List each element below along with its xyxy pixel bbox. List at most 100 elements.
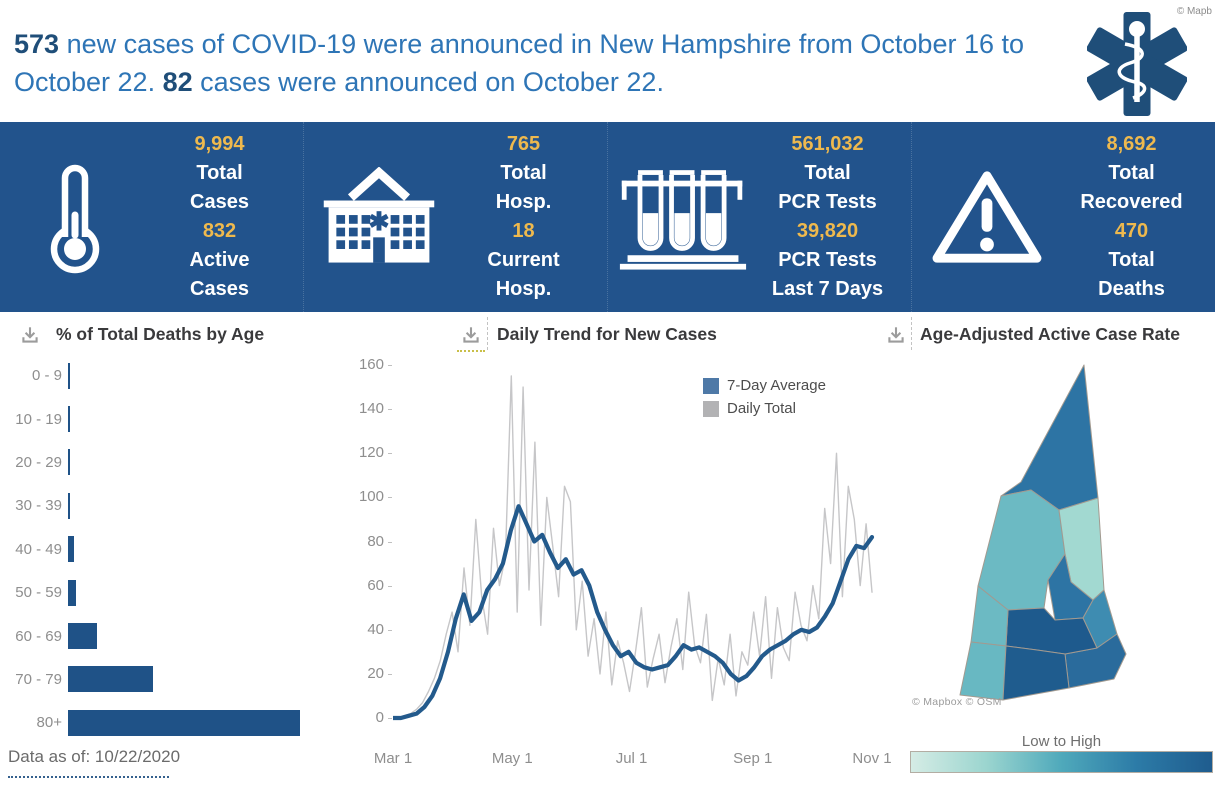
y-axis-tick-label: 80 bbox=[367, 532, 384, 550]
legend-item-7day-average[interactable]: 7-Day Average bbox=[703, 374, 826, 397]
data-as-of-label: Data as of: 10/22/2020 bbox=[8, 747, 181, 766]
headline-text-2: cases were announced on October 22. bbox=[192, 67, 664, 97]
legend-item-daily-total[interactable]: Daily Total bbox=[703, 397, 826, 420]
total-pcr-label-2: PCR Tests bbox=[778, 191, 877, 213]
headline-today-count: 82 bbox=[162, 67, 193, 97]
bar-track bbox=[68, 406, 330, 433]
y-axis-tick-label: 160 bbox=[358, 356, 384, 373]
star-of-life-icon bbox=[1086, 8, 1188, 120]
trend-line-chart[interactable] bbox=[393, 361, 875, 721]
total-cases-label-1: Total bbox=[196, 162, 243, 184]
stat-text-cases: 9,994 Total Cases 832 Active Cases bbox=[150, 130, 303, 304]
age-group-label: 0 - 9 bbox=[31, 367, 62, 385]
bar-track bbox=[68, 492, 330, 519]
age-group-label: 20 - 29 bbox=[15, 453, 62, 471]
y-axis-tick-label: 140 bbox=[358, 400, 384, 418]
x-axis-tick-label: May 1 bbox=[491, 750, 533, 767]
county-coos[interactable] bbox=[1000, 364, 1099, 511]
legend-swatch-7day-average bbox=[703, 377, 719, 394]
trend-chart-title: Daily Trend for New Cases bbox=[497, 324, 717, 344]
total-pcr-label-1: Total bbox=[804, 162, 851, 184]
legend-label-daily-total: Daily Total bbox=[727, 400, 796, 417]
y-axis-tick-label: 20 bbox=[367, 664, 384, 682]
total-deaths-label-1: Total bbox=[1108, 249, 1155, 271]
x-axis-tick-label: Nov 1 bbox=[852, 750, 892, 767]
deaths-bar[interactable] bbox=[68, 536, 75, 563]
map-attribution: © Mapbox © OSM bbox=[912, 696, 1002, 708]
panel-divider-dots bbox=[487, 317, 488, 350]
trend-legend: 7-Day Average Daily Total bbox=[703, 374, 826, 420]
series-daily-total[interactable] bbox=[393, 375, 873, 719]
download-icon bbox=[888, 327, 904, 343]
deaths-bar[interactable] bbox=[68, 709, 301, 736]
bar-row: 0 - 9 bbox=[0, 354, 330, 397]
bar-row: 20 - 29 bbox=[0, 441, 330, 484]
bar-row: 60 - 69 bbox=[0, 614, 330, 657]
stat-text-recovered: 8,692 Total Recovered 470 Total Deaths bbox=[1062, 130, 1215, 304]
total-hosp-value: 765 bbox=[506, 133, 541, 155]
deaths-bar[interactable] bbox=[68, 666, 154, 693]
age-group-label: 50 - 59 bbox=[15, 584, 62, 602]
total-cases-value: 9,994 bbox=[194, 133, 245, 155]
y-axis-tick bbox=[388, 365, 392, 366]
download-icon bbox=[22, 327, 38, 343]
bar-row: 70 - 79 bbox=[0, 658, 330, 701]
deaths-chart-title: % of Total Deaths by Age bbox=[56, 324, 265, 344]
stat-tile-hospitalizations: 765 Total Hosp. 18 Current Hosp. bbox=[303, 122, 607, 312]
y-axis-tick-label: 100 bbox=[358, 488, 384, 506]
age-group-label: 80+ bbox=[36, 714, 62, 732]
y-axis-tick bbox=[388, 718, 392, 719]
bar-track bbox=[68, 666, 330, 693]
deaths-bar[interactable] bbox=[68, 492, 70, 519]
county-cheshire[interactable] bbox=[959, 641, 1007, 701]
y-axis-tick bbox=[388, 629, 392, 631]
map-legend-label: Low to High bbox=[1021, 733, 1102, 750]
series-7-day-average[interactable] bbox=[393, 504, 875, 721]
deaths-bar[interactable] bbox=[68, 406, 70, 433]
stat-band: 9,994 Total Cases 832 Active Cases bbox=[0, 122, 1215, 312]
deaths-bar[interactable] bbox=[68, 579, 76, 606]
y-axis-tick bbox=[388, 409, 392, 411]
download-button-trend-chart[interactable] bbox=[459, 324, 483, 348]
total-deaths-label-2: Deaths bbox=[1098, 278, 1165, 300]
nh-county-map[interactable] bbox=[950, 362, 1142, 707]
bar-track bbox=[68, 536, 330, 563]
bar-row: 10 - 19 bbox=[0, 397, 330, 440]
test-tubes-icon bbox=[608, 162, 758, 272]
y-axis-tick-label: 40 bbox=[367, 620, 384, 638]
age-group-label: 40 - 49 bbox=[15, 540, 62, 558]
pcr-7day-value: 39,820 bbox=[796, 220, 859, 242]
hospital-icon bbox=[304, 167, 454, 267]
y-axis-tick bbox=[388, 541, 392, 543]
stat-tile-cases: 9,994 Total Cases 832 Active Cases bbox=[0, 122, 303, 312]
total-pcr-value: 561,032 bbox=[791, 133, 864, 155]
download-button-deaths-chart[interactable] bbox=[18, 324, 42, 348]
bar-row: 40 - 49 bbox=[0, 528, 330, 571]
map-color-legend bbox=[910, 751, 1213, 773]
headline-new-cases-count: 573 bbox=[14, 29, 60, 59]
bar-row: 30 - 39 bbox=[0, 484, 330, 527]
bar-row: 50 - 59 bbox=[0, 571, 330, 614]
y-axis-tick-label: 0 bbox=[375, 709, 384, 726]
x-axis-tick-label: Sep 1 bbox=[733, 750, 773, 767]
active-cases-label-1: Active bbox=[189, 249, 250, 271]
total-recovered-value: 8,692 bbox=[1106, 133, 1157, 155]
download-button-map[interactable] bbox=[884, 324, 908, 348]
x-axis-tick-label: Jul 1 bbox=[615, 750, 648, 767]
age-group-label: 10 - 19 bbox=[15, 410, 62, 428]
map-title: Age-Adjusted Active Case Rate bbox=[920, 324, 1180, 344]
map-attribution-top: © Mapb bbox=[1176, 6, 1212, 17]
age-group-label: 70 - 79 bbox=[15, 670, 62, 688]
deaths-bar[interactable] bbox=[68, 362, 70, 389]
legend-label-7day-average: 7-Day Average bbox=[727, 377, 826, 394]
y-axis-tick bbox=[388, 497, 392, 499]
deaths-bar[interactable] bbox=[68, 623, 98, 650]
deaths-bar[interactable] bbox=[68, 449, 70, 476]
bar-track bbox=[68, 362, 330, 389]
y-axis-tick-label: 60 bbox=[367, 576, 384, 594]
bar-row: 80+ bbox=[0, 701, 330, 744]
county-hillsborough[interactable] bbox=[1002, 645, 1070, 701]
headline-text-1: new cases of COVID-19 were announced in … bbox=[14, 29, 1025, 97]
active-cases-label-2: Cases bbox=[190, 278, 249, 300]
